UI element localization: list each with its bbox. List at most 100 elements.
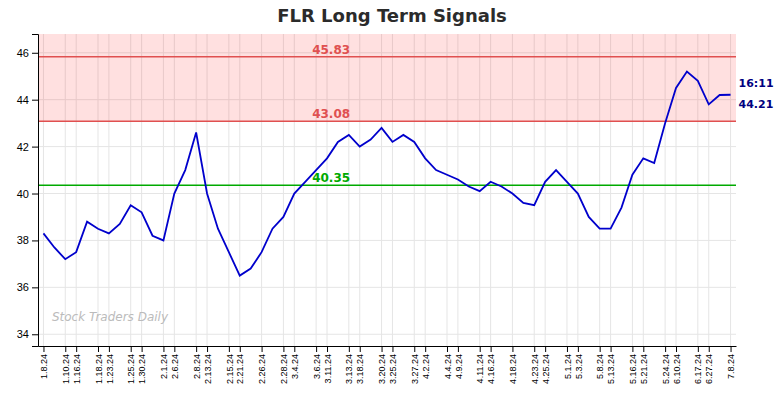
tick-label: 4.23.24 xyxy=(530,354,540,384)
tick-mark xyxy=(632,346,633,352)
tick-label: 4.9.24 xyxy=(454,354,464,379)
tick-mark xyxy=(709,346,710,352)
tick: 5.24.24 xyxy=(661,346,671,384)
tick-label: 1.25.24 xyxy=(126,354,136,384)
tick-mark xyxy=(131,346,132,352)
tick: 2.21.24 xyxy=(235,346,245,384)
tick: 5.16.24 xyxy=(628,346,638,384)
tick-label: 38 xyxy=(17,234,29,246)
tick: 2.26.24 xyxy=(257,346,267,384)
tick-mark xyxy=(392,346,393,352)
tick: 1.16.24 xyxy=(72,346,82,384)
tick-label: 1.23.24 xyxy=(105,354,115,384)
tick-label: 3.25.24 xyxy=(388,354,398,384)
tick: 4.11.24 xyxy=(475,346,485,383)
tick: 6.27.24 xyxy=(704,346,714,384)
tick-label: 4.16.24 xyxy=(486,354,496,384)
tick-mark xyxy=(163,346,164,352)
tick-mark xyxy=(665,346,666,352)
tick: 5.1.24 xyxy=(563,346,573,379)
tick: 4.18.24 xyxy=(508,346,518,384)
tick-mark xyxy=(32,287,38,288)
tick: 5.8.24 xyxy=(595,346,605,379)
grid-line xyxy=(38,334,736,335)
tick-mark xyxy=(32,334,38,335)
tick-label: 2.15.24 xyxy=(225,354,235,384)
tick-mark xyxy=(32,53,38,54)
tick-mark xyxy=(32,194,38,195)
x-axis: 1.8.241.10.241.16.241.18.241.23.241.25.2… xyxy=(39,346,737,384)
grid xyxy=(38,34,736,346)
tick-label: 3.13.24 xyxy=(344,354,354,384)
tick-mark xyxy=(491,346,492,352)
last-value-label: 16:11 xyxy=(739,77,774,90)
tick: 3.4.24 xyxy=(290,346,300,379)
tick: 44 xyxy=(17,94,38,106)
tick-mark xyxy=(698,346,699,352)
tick: 4.25.24 xyxy=(541,346,551,384)
tick: 4.23.24 xyxy=(530,346,540,384)
tick-label: 4.18.24 xyxy=(508,354,518,384)
tick: 3.20.24 xyxy=(377,346,387,384)
tick-mark xyxy=(76,346,77,352)
tick-mark xyxy=(447,346,448,352)
tick-label: 2.28.24 xyxy=(279,354,289,384)
grid-line xyxy=(38,287,736,288)
plot: 1.8.241.10.241.16.241.18.241.23.241.25.2… xyxy=(17,34,774,384)
tick-label: 3.4.24 xyxy=(290,354,300,379)
tick-label: 3.18.24 xyxy=(355,354,365,384)
tick: 5.13.24 xyxy=(606,346,616,384)
tick-label: 2.1.24 xyxy=(159,354,169,379)
tick-mark xyxy=(43,346,44,352)
tick-label: 46 xyxy=(17,47,29,59)
tick: 1.10.24 xyxy=(61,346,71,384)
tick: 4.2.24 xyxy=(421,346,431,379)
tick-label: 2.21.24 xyxy=(235,354,245,384)
tick-label: 4.11.24 xyxy=(475,354,485,383)
tick: 3.13.24 xyxy=(344,346,354,384)
tick-label: 3.11.24 xyxy=(323,354,333,383)
reference-label: 43.08 xyxy=(312,107,350,121)
tick: 4.4.24 xyxy=(443,346,453,379)
tick-mark xyxy=(545,346,546,352)
band xyxy=(38,57,736,122)
tick-mark xyxy=(425,346,426,352)
tick: 1.30.24 xyxy=(137,346,147,384)
tick-mark xyxy=(98,346,99,352)
last-value-label: 44.21 xyxy=(739,98,774,111)
tick: 2.8.24 xyxy=(192,346,202,379)
tick-mark xyxy=(360,346,361,352)
tick: 42 xyxy=(17,141,38,153)
price-line xyxy=(43,72,730,276)
title: FLR Long Term Signals xyxy=(277,5,507,26)
tick-label: 7.8.24 xyxy=(726,354,736,379)
tick-label: 5.3.24 xyxy=(574,354,584,379)
tick-mark xyxy=(414,346,415,352)
tick-label: 2.13.24 xyxy=(203,354,213,384)
tick-mark xyxy=(382,346,383,352)
tick: 1.18.24 xyxy=(94,346,104,384)
tick: 1.23.24 xyxy=(105,346,115,384)
tick: 1.25.24 xyxy=(126,346,136,384)
tick-label: 1.10.24 xyxy=(61,354,71,384)
reference-line xyxy=(38,185,736,187)
tick: 5.21.24 xyxy=(639,346,649,384)
grid-line xyxy=(38,146,736,147)
tick: 38 xyxy=(17,234,38,246)
tick-label: 3.20.24 xyxy=(377,354,387,384)
tick-mark xyxy=(458,346,459,352)
marks xyxy=(38,34,736,276)
tick-label: 4.4.24 xyxy=(443,354,453,379)
tick-mark xyxy=(327,346,328,352)
tick-mark xyxy=(283,346,284,352)
tick: 3.6.24 xyxy=(312,346,322,379)
reference-line xyxy=(38,56,736,58)
tick-mark xyxy=(512,346,513,352)
tick-mark xyxy=(676,346,677,352)
tick-mark xyxy=(534,346,535,352)
tick-mark xyxy=(480,346,481,352)
tick: 3.11.24 xyxy=(323,346,333,383)
band xyxy=(38,34,736,57)
tick-label: 34 xyxy=(17,328,29,340)
tick-label: 4.25.24 xyxy=(541,354,551,384)
